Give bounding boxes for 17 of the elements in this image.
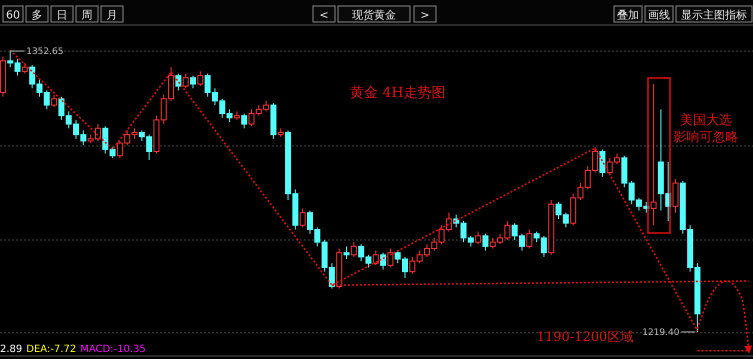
- annotation: 美国大选影响可忽略: [674, 112, 738, 145]
- annotation: 1352.65: [26, 47, 64, 58]
- text: 画线: [648, 8, 670, 22]
- text: >: [420, 8, 430, 22]
- annotation: 2.89 DEA:-7.72 MACD:-10.35: [0, 344, 146, 355]
- text: 日: [56, 8, 68, 22]
- text: 月: [106, 8, 118, 22]
- text: <: [319, 8, 329, 22]
- text: 60: [6, 8, 20, 22]
- text: 多: [32, 8, 42, 22]
- text: 现货黄金: [352, 8, 396, 22]
- text: 黄金 4H走势图: [350, 85, 446, 101]
- text: 周: [82, 8, 92, 22]
- annotation: 1190-1200区域: [536, 330, 634, 345]
- text: 叠加: [617, 8, 639, 22]
- text: 显示主图指标: [681, 8, 747, 22]
- annotation: 1219.40: [642, 328, 680, 338]
